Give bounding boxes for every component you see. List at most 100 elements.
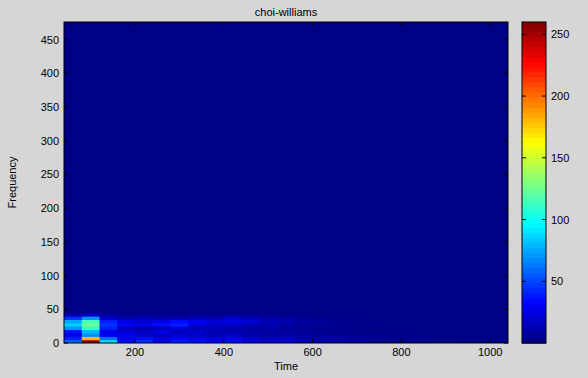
colorbar-step [522,142,546,148]
colorbar-step [522,52,546,58]
y-tick [504,39,508,40]
colorbar-step [522,102,546,108]
heat-cell [64,22,82,313]
heat-cell [295,22,313,313]
colorbar-step [522,107,546,113]
y-tick [64,73,68,74]
heat-cell [419,22,437,313]
x-tick [135,22,136,26]
y-tick [504,174,508,175]
y-tick-label: 0 [53,337,59,349]
colorbar-step [522,137,546,143]
x-tick-label: 800 [392,346,410,358]
heat-cell [437,22,455,313]
colorbar-step [522,122,546,128]
y-tick [64,275,68,276]
colorbar-step [522,308,546,314]
colorbar-tick [542,96,546,97]
x-tick [312,22,313,26]
colorbar-step [522,147,546,153]
colorbar-step [522,72,546,78]
y-tick [64,39,68,40]
colorbar-step [522,253,546,259]
colorbar-step [522,27,546,33]
colorbar-step [522,323,546,329]
colorbar-step [522,97,546,103]
y-tick [504,309,508,310]
y-tick-label: 200 [41,202,59,214]
y-tick [504,343,508,344]
y-tick [64,208,68,209]
colorbar-step [522,243,546,249]
heat-cell [171,22,189,313]
colorbar-step [522,132,546,138]
y-tick-label: 50 [47,303,59,315]
x-tick [223,22,224,26]
figure-background [0,0,588,378]
colorbar-step [522,203,546,209]
colorbar-tick-label: 50 [551,275,563,287]
colorbar-step [522,167,546,173]
colorbar-step [522,303,546,309]
heat-cell [455,22,473,313]
colorbar-tick [522,157,526,158]
colorbar-step [522,273,546,279]
colorbar [522,22,546,344]
colorbar-step [522,57,546,63]
y-tick-label: 150 [41,236,59,248]
colorbar-step [522,298,546,304]
cells [64,22,508,343]
y-axis-title: Frequency [6,156,18,208]
x-tick [223,339,224,343]
x-tick-label: 400 [215,346,233,358]
colorbar-step [522,213,546,219]
heat-cell [366,22,384,313]
colorbar-step [522,117,546,123]
colorbar-step [522,238,546,244]
colorbar-step [522,22,546,28]
colorbar-step [522,42,546,48]
x-tick [401,22,402,26]
colorbar-step [522,223,546,229]
y-tick [64,140,68,141]
colorbar-step [522,268,546,274]
heat-cell [490,22,508,313]
heat-cell [100,22,118,313]
colorbar-step [522,87,546,93]
plot-frame [64,22,508,343]
colorbar-step [522,177,546,183]
colorbar-frame [522,22,546,343]
x-tick-label: 200 [126,346,144,358]
colorbar-step [522,248,546,254]
y-tick [504,106,508,107]
heat-cell [384,22,402,313]
colorbar-tick [522,96,526,97]
x-tick [135,339,136,343]
heat-cell [401,22,419,313]
colorbar-tick [522,34,526,35]
colorbar-tick-label: 200 [551,90,569,102]
y-tick-label: 450 [41,34,59,46]
heat-cell [259,22,277,313]
y-tick [504,73,508,74]
y-tick [504,241,508,242]
colorbar-step [522,188,546,194]
colorbar-step [522,313,546,319]
colorbar-step [522,127,546,133]
colorbar-step [522,283,546,289]
colorbar-step [522,328,546,334]
colorbar-step [522,37,546,43]
y-tick-label: 400 [41,67,59,79]
heat-cell [348,22,366,313]
colorbar-step [522,82,546,88]
x-tick [490,22,491,26]
chart: 2004006008001000050100150200250300350400… [0,0,588,378]
colorbar-tick [542,219,546,220]
heat-cell [472,22,490,313]
colorbar-tick-label: 100 [551,214,569,226]
colorbar-step [522,233,546,239]
heat-cell [277,22,295,313]
heat-cell [206,22,224,313]
x-tick-label: 1000 [478,346,502,358]
colorbar-step [522,258,546,264]
